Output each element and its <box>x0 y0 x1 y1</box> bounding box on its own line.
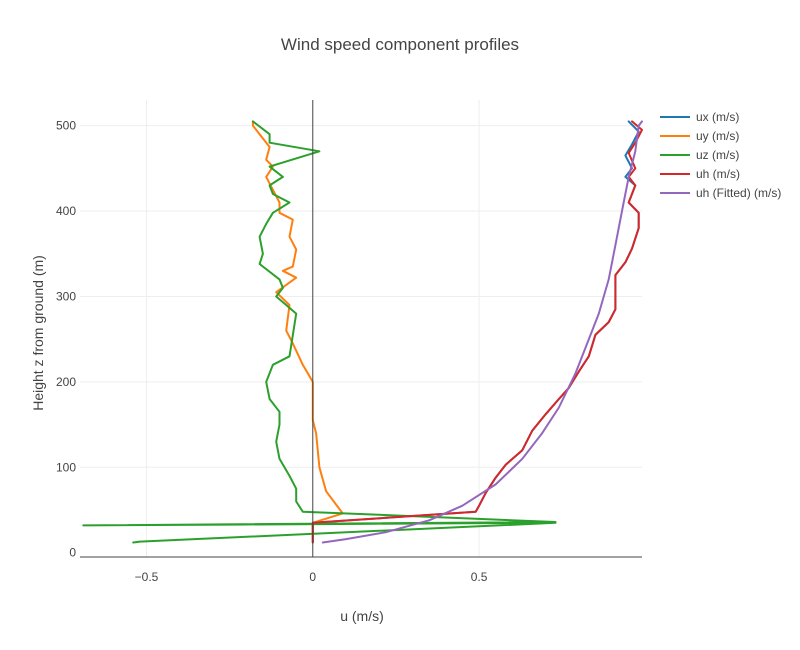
legend-item[interactable]: uh (Fitted) (m/s) <box>660 186 781 200</box>
x-tick-label: −0.5 <box>135 570 159 584</box>
axis-layer: −0.5 0 0.5 0 100 200 300 400 500 <box>56 100 642 584</box>
y-axis-title: Height z from ground (m) <box>30 255 46 411</box>
y-tick-label: 500 <box>56 119 76 133</box>
x-tick-label: 0.5 <box>471 570 488 584</box>
chart-title: Wind speed component profiles <box>281 35 519 54</box>
legend-item[interactable]: uh (m/s) <box>660 167 740 181</box>
legend-item[interactable]: ux (m/s) <box>660 110 739 124</box>
legend-item[interactable]: uz (m/s) <box>660 148 739 162</box>
series-layer <box>82 120 643 544</box>
series-line-4 <box>321 120 643 544</box>
legend-item[interactable]: uy (m/s) <box>660 129 739 143</box>
legend-label: ux (m/s) <box>696 110 739 124</box>
y-tick-label: 100 <box>56 460 76 474</box>
y-tick-label: 0 <box>69 546 76 560</box>
y-tick-label: 300 <box>56 289 76 303</box>
grid-layer <box>80 100 642 557</box>
y-tick-label: 200 <box>56 375 76 389</box>
legend-label: uy (m/s) <box>696 129 739 143</box>
series-line-1 <box>251 120 344 544</box>
legend-label: uz (m/s) <box>696 148 739 162</box>
legend[interactable]: ux (m/s) uy (m/s) uz (m/s) uh (m/s) uh (Fitt… <box>660 110 781 200</box>
series-line-2 <box>82 120 557 544</box>
x-tick-label: 0 <box>309 570 316 584</box>
x-axis-title: u (m/s) <box>340 608 384 624</box>
series-line-0 <box>311 120 640 544</box>
y-tick-label: 400 <box>56 204 76 218</box>
legend-label: uh (Fitted) (m/s) <box>696 186 781 200</box>
legend-label: uh (m/s) <box>696 167 740 181</box>
